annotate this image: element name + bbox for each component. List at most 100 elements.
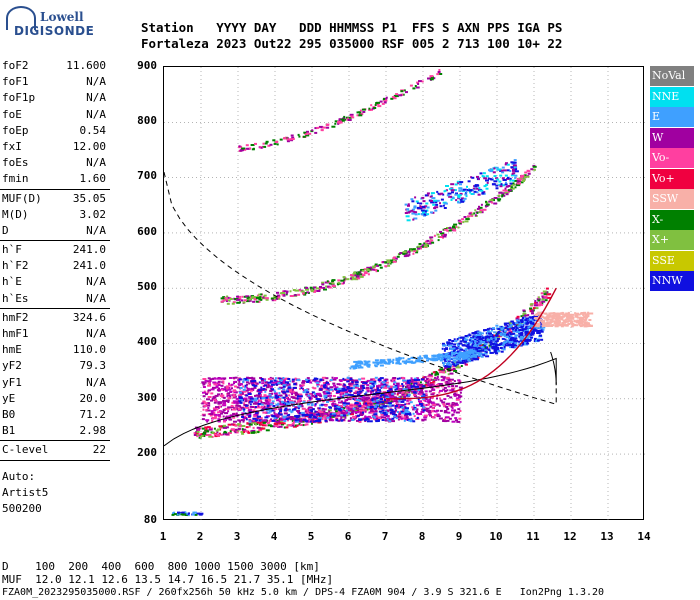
echo-point xyxy=(324,396,328,399)
echo-point xyxy=(245,144,249,147)
echo-point xyxy=(331,376,334,379)
echo-point xyxy=(373,380,377,383)
echo-point xyxy=(212,407,217,410)
echo-point xyxy=(312,386,315,389)
echo-point xyxy=(447,411,451,414)
echo-point xyxy=(435,371,439,374)
echo-point xyxy=(385,384,389,387)
echo-point xyxy=(557,316,561,319)
echo-point xyxy=(362,387,366,389)
echo-point xyxy=(400,404,405,406)
echo-point xyxy=(247,147,251,150)
echo-point xyxy=(286,388,291,391)
echo-point xyxy=(340,118,345,121)
echo-point xyxy=(411,248,416,251)
echo-point xyxy=(258,419,261,422)
echo-point xyxy=(369,386,373,389)
echo-point xyxy=(445,185,449,187)
echo-point xyxy=(265,415,270,418)
echo-point xyxy=(424,380,427,383)
echo-point xyxy=(337,281,340,284)
echo-point xyxy=(317,417,322,419)
echo-point xyxy=(303,131,307,134)
echo-point xyxy=(227,296,230,299)
echo-point xyxy=(220,297,225,300)
echo-point xyxy=(375,420,379,423)
echo-point xyxy=(495,352,499,355)
echo-point xyxy=(422,385,426,388)
echo-point xyxy=(305,393,309,396)
echo-point xyxy=(350,379,355,382)
echo-point xyxy=(525,175,530,178)
echo-point xyxy=(236,415,239,418)
echo-point xyxy=(486,338,489,341)
echo-point xyxy=(520,335,524,338)
param-label: yF2 xyxy=(2,359,22,373)
echo-point xyxy=(332,382,336,385)
echo-point xyxy=(267,408,272,411)
echo-point xyxy=(389,409,394,411)
echo-point xyxy=(218,425,223,428)
echo-point xyxy=(282,404,286,407)
echo-point xyxy=(442,344,447,347)
echo-point xyxy=(177,511,180,514)
echo-point xyxy=(214,415,218,418)
echo-point xyxy=(322,126,327,129)
echo-point xyxy=(583,319,587,322)
param-row: D N/A xyxy=(0,223,110,239)
echo-point xyxy=(356,419,359,422)
x-tick-label: 4 xyxy=(270,530,278,543)
echo-point xyxy=(302,387,304,390)
echo-point xyxy=(356,391,359,394)
auto-scaling-line2: Artist5 xyxy=(2,485,49,499)
echo-point xyxy=(346,376,350,379)
echo-point xyxy=(451,340,455,342)
echo-point xyxy=(331,279,336,282)
echo-point xyxy=(392,358,395,361)
echo-point xyxy=(296,410,301,412)
echo-point xyxy=(402,252,406,255)
echo-point xyxy=(468,351,472,354)
echo-point xyxy=(443,357,446,360)
echo-point xyxy=(408,253,411,256)
echo-point xyxy=(217,411,222,414)
echo-point xyxy=(297,133,300,136)
echo-point xyxy=(257,300,261,303)
echo-point xyxy=(423,416,428,419)
echo-point xyxy=(532,323,535,326)
echo-point xyxy=(291,380,295,383)
echo-point xyxy=(295,392,299,395)
echo-point xyxy=(229,414,234,417)
echo-point xyxy=(199,436,202,439)
echo-point xyxy=(413,382,418,385)
echo-point xyxy=(519,337,523,340)
echo-point xyxy=(330,418,333,421)
echo-point xyxy=(435,403,440,406)
echo-point xyxy=(493,349,496,352)
echo-point xyxy=(378,264,382,267)
echo-point xyxy=(322,382,325,384)
echo-point xyxy=(352,396,356,399)
echo-point xyxy=(439,397,442,400)
echo-point xyxy=(244,389,249,392)
echo-point xyxy=(269,380,273,383)
trace-curve xyxy=(386,287,557,400)
echo-point xyxy=(530,310,534,313)
echo-point xyxy=(337,279,341,282)
echo-point xyxy=(457,344,460,346)
echo-point xyxy=(418,403,423,405)
echo-point xyxy=(442,193,445,196)
echo-point xyxy=(279,425,283,428)
echo-point xyxy=(444,189,447,192)
param-separator xyxy=(0,188,110,190)
echo-point xyxy=(477,193,481,196)
echo-point xyxy=(299,384,304,387)
echo-point xyxy=(464,193,468,196)
echo-point xyxy=(479,189,484,192)
echo-point xyxy=(576,321,580,324)
echo-point xyxy=(411,200,415,203)
echo-point xyxy=(410,377,413,380)
echo-point xyxy=(295,402,298,405)
echo-point xyxy=(411,361,414,364)
echo-point xyxy=(257,392,261,395)
